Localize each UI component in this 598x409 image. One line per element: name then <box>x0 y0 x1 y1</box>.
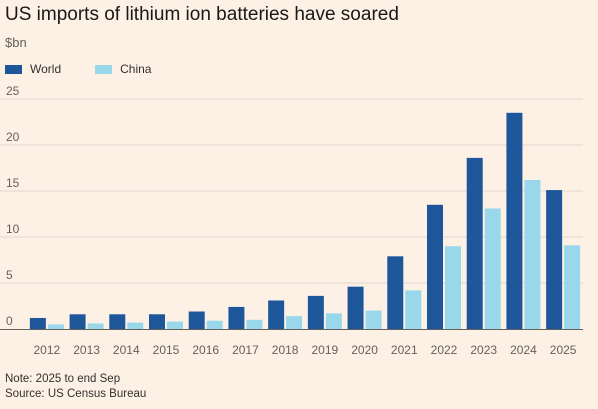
x-tick-label: 2019 <box>312 343 339 357</box>
x-tick-label: 2025 <box>550 343 577 357</box>
y-tick-label: 25 <box>6 84 20 98</box>
legend: World China <box>5 62 185 76</box>
x-tick-label: 2024 <box>510 343 537 357</box>
legend-label-china: China <box>120 62 152 76</box>
bar-world-2014 <box>109 314 126 329</box>
x-tick-label: 2012 <box>34 343 61 357</box>
y-tick-label: 10 <box>6 222 20 236</box>
legend-label-world: World <box>30 62 62 76</box>
x-tick-label: 2015 <box>153 343 180 357</box>
unit-label: $bn <box>5 35 27 50</box>
y-tick-label: 15 <box>6 176 20 190</box>
x-tick-label: 2022 <box>431 343 458 357</box>
x-tick-label: 2018 <box>272 343 299 357</box>
x-tick-label: 2013 <box>73 343 100 357</box>
y-tick-label: 5 <box>6 268 13 282</box>
bar-world-2012 <box>29 317 46 329</box>
bar-world-2022 <box>427 204 443 329</box>
bar-world-2024 <box>506 112 523 329</box>
bar-china-2020 <box>365 310 382 329</box>
bar-world-2016 <box>188 311 205 329</box>
bar-world-2025 <box>546 190 563 329</box>
bar-china-2021 <box>405 290 422 329</box>
x-tick-label: 2014 <box>113 343 140 357</box>
bar-world-2015 <box>149 314 165 329</box>
bar-china-2024 <box>524 179 541 329</box>
bar-china-2019 <box>325 313 342 329</box>
x-tick-label: 2016 <box>192 343 219 357</box>
bar-world-2023 <box>466 157 483 329</box>
chart-title: US imports of lithium ion batteries have… <box>5 4 399 25</box>
legend-item-world: World <box>5 62 61 76</box>
chart-notes: Note: 2025 to end Sep Source: US Census … <box>5 372 146 402</box>
bar-china-2018 <box>286 316 303 329</box>
bar-china-2013 <box>87 323 104 329</box>
y-tick-label: 0 <box>6 314 13 328</box>
bar-world-2017 <box>228 306 245 329</box>
bar-world-2020 <box>347 286 364 329</box>
x-tick-label: 2021 <box>391 343 418 357</box>
bar-china-2014 <box>127 322 144 329</box>
legend-swatch-china <box>95 64 113 74</box>
x-tick-label: 2017 <box>232 343 259 357</box>
x-tick-label: 2023 <box>470 343 497 357</box>
bar-world-2021 <box>387 256 404 329</box>
bar-china-2012 <box>47 324 64 329</box>
bar-world-2013 <box>69 314 86 329</box>
bar-world-2019 <box>307 295 324 329</box>
note-text: Note: 2025 to end Sep <box>5 373 121 385</box>
bar-china-2025 <box>564 245 581 329</box>
bar-china-2016 <box>206 320 223 329</box>
source-text: Source: US Census Bureau <box>5 388 147 400</box>
bar-china-2017 <box>246 319 263 329</box>
bar-china-2023 <box>484 208 501 329</box>
y-tick-label: 20 <box>6 130 20 144</box>
legend-swatch-world <box>5 64 22 74</box>
bar-china-2015 <box>167 321 183 329</box>
x-tick-label: 2020 <box>351 343 378 357</box>
legend-item-china: China <box>95 62 151 76</box>
bar-world-2018 <box>268 300 285 329</box>
bar-china-2022 <box>445 246 461 329</box>
